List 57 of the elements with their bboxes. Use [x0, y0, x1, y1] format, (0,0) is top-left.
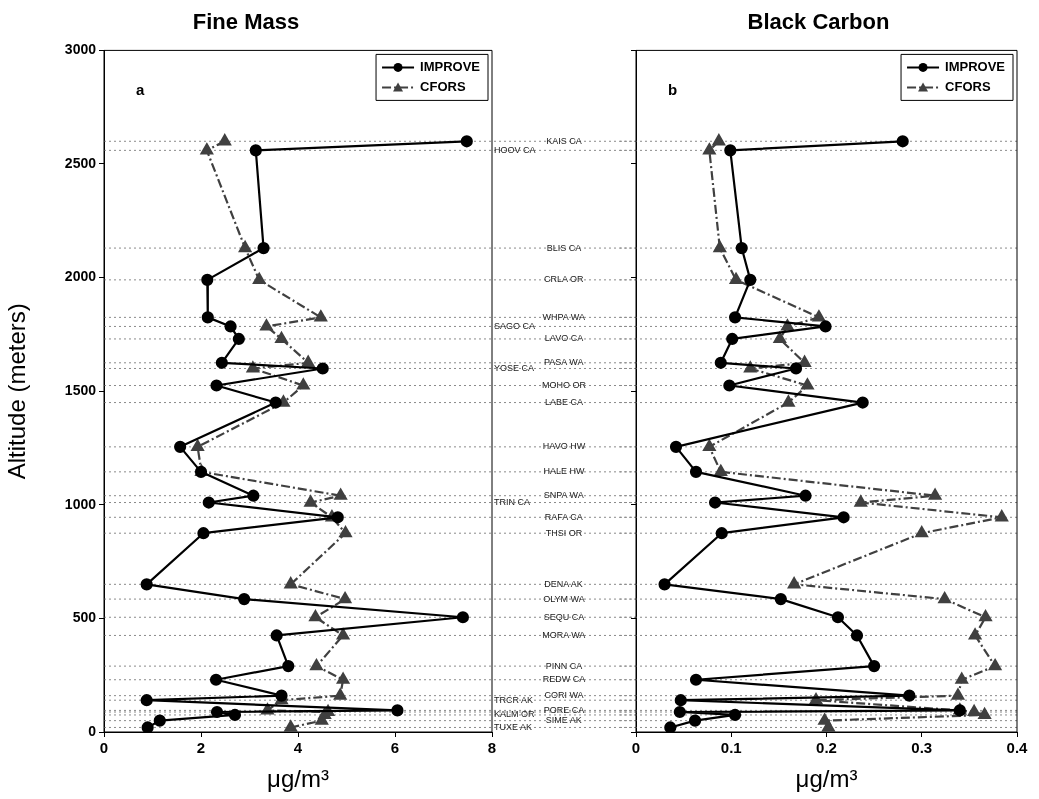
x-tick-label: 0 [631, 739, 641, 757]
ref-line-label: SAGO CA [494, 320, 536, 331]
ref-line-label: REDW CA [542, 674, 586, 685]
ref-line-label: PASA WA [544, 357, 584, 368]
y-tick-label: 2000 [64, 268, 97, 285]
annotation: b [668, 80, 678, 98]
x-tick-label: 0.2 [816, 739, 837, 757]
x-tick-label: 0.4 [1006, 739, 1029, 757]
ref-line-label: TUXE AK [494, 721, 533, 732]
legend-label: IMPROVE [945, 58, 1006, 74]
ref-line-label: KALM OR [494, 709, 536, 720]
x-tick-label: 4 [293, 739, 303, 757]
x-tick-label: 2 [196, 739, 206, 757]
chart-title: Black Carbon [747, 9, 890, 35]
ref-line-label: BLIS CA [546, 242, 582, 253]
x-axis-title: μg/m³ [795, 765, 858, 793]
ref-line-label: DENA AK [544, 578, 583, 589]
x-tick-label: 6 [390, 739, 400, 757]
legend-label: CFORS [420, 78, 466, 94]
ref-line-label: TRCR AK [494, 694, 534, 705]
ref-line-label: HAVO HW [542, 441, 586, 452]
ref-line-label: HALE HW [543, 466, 586, 477]
ref-line-label: PORE CA [543, 704, 585, 715]
y-tick-label: 0 [88, 722, 97, 739]
x-tick-label: 8 [487, 739, 497, 757]
ref-line-label: RAFA CA [544, 511, 583, 522]
ref-line-label: CORI WA [544, 690, 584, 701]
y-tick-label: 3000 [64, 41, 97, 58]
ref-line-label: HOOV CA [494, 144, 536, 155]
ref-line-label: MORA WA [542, 629, 586, 640]
x-tick-label: 0.1 [720, 739, 742, 757]
x-tick-label: 0 [99, 739, 109, 757]
ref-line-label: LAVO CA [544, 333, 584, 344]
ref-line-label: SEQU CA [543, 611, 585, 622]
y-tick-label: 1000 [64, 495, 97, 512]
ref-line-label: THSI OR [545, 527, 583, 538]
legend-label: IMPROVE [420, 58, 481, 74]
y-axis-title: Altitude (meters) [3, 303, 31, 480]
ref-line-label: OLYM WA [543, 593, 585, 604]
ref-line-label: MOHO OR [542, 380, 587, 390]
y-tick-label: 1500 [64, 382, 97, 399]
ref-line-label: YOSE CA [494, 362, 535, 373]
ref-line-label: SNPA WA [543, 490, 584, 501]
legend-label: CFORS [945, 78, 991, 94]
x-tick-label: 0.3 [911, 739, 933, 757]
ref-line-label: PINN CA [545, 660, 583, 671]
ref-line-label: KAIS CA [546, 135, 582, 146]
ref-line-label: WHPA WA [542, 311, 585, 322]
ref-line-label: LABE CA [544, 397, 584, 408]
x-axis-title: μg/m³ [267, 765, 329, 793]
ref-line-label: SIME AK [545, 715, 582, 726]
y-tick-label: 2500 [64, 154, 97, 171]
y-tick-label: 500 [72, 609, 97, 626]
ref-line-label: CRLA OR [544, 274, 585, 285]
ref-line-label: TRIN CA [494, 497, 530, 508]
annotation: a [136, 80, 145, 98]
chart-title: Fine Mass [192, 9, 300, 35]
